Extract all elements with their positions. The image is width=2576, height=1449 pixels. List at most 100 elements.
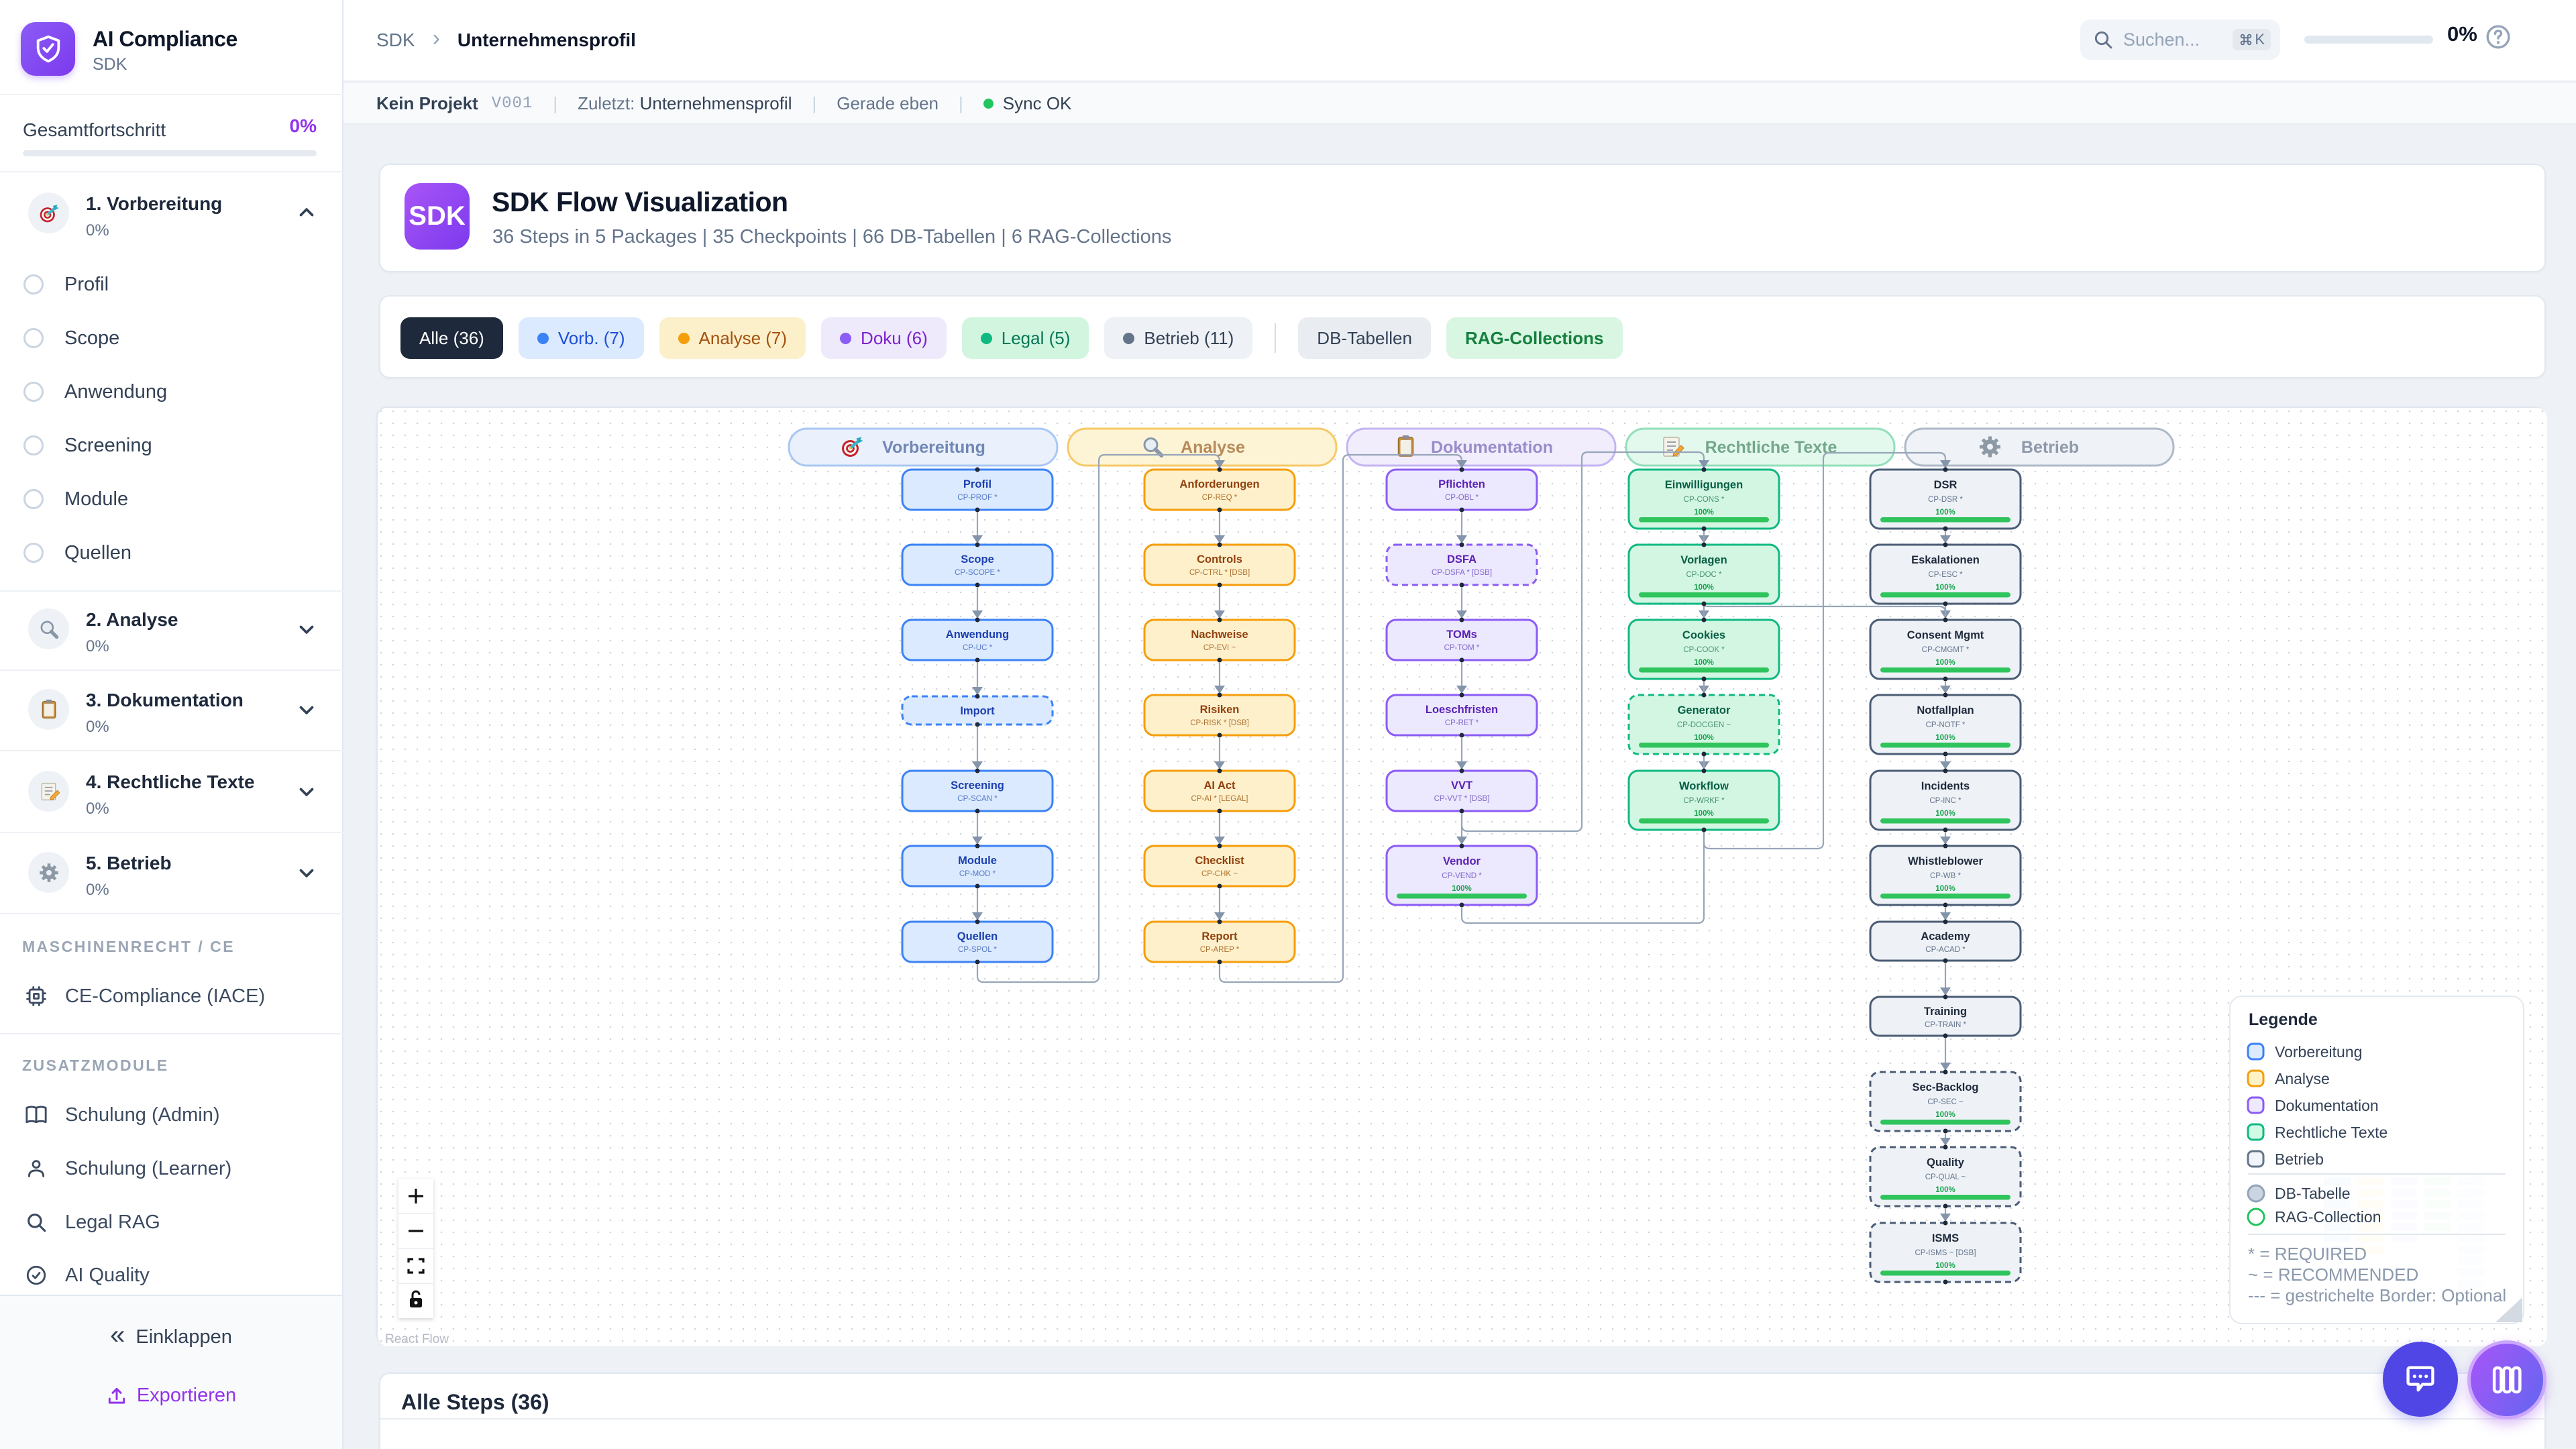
svg-text:100%: 100% [1935, 584, 1955, 592]
svg-text:CP-VVT * [DSB]: CP-VVT * [DSB] [1434, 795, 1490, 803]
svg-text:Dokumentation: Dokumentation [2275, 1097, 2379, 1114]
svg-text:Pflichten: Pflichten [1438, 478, 1485, 490]
svg-text:CP-SPOL *: CP-SPOL * [958, 946, 997, 954]
svg-text:Sec-Backlog: Sec-Backlog [1912, 1081, 1978, 1093]
svg-text:100%: 100% [1935, 508, 1955, 517]
svg-text:CP-TOM *: CP-TOM * [1444, 644, 1480, 652]
svg-text:100%: 100% [1694, 734, 1713, 742]
svg-text:CP-ESC *: CP-ESC * [1928, 571, 1963, 579]
svg-text:Betrieb: Betrieb [2021, 438, 2079, 457]
svg-text:Vorlagen: Vorlagen [1680, 554, 1727, 566]
svg-text:Anforderungen: Anforderungen [1179, 478, 1259, 490]
svg-text:100%: 100% [1935, 659, 1955, 667]
svg-text:Academy: Academy [1921, 930, 1970, 943]
svg-text:100%: 100% [1694, 584, 1713, 592]
svg-text:Cookies: Cookies [1682, 629, 1725, 641]
svg-text:Generator: Generator [1678, 704, 1731, 716]
svg-text:CP-REQ *: CP-REQ * [1202, 494, 1238, 502]
svg-text:CP-RISK * [DSB]: CP-RISK * [DSB] [1190, 719, 1249, 727]
svg-text:CP-ISMS ~ [DSB]: CP-ISMS ~ [DSB] [1915, 1249, 1976, 1257]
svg-text:CP-TRAIN *: CP-TRAIN * [1925, 1021, 1967, 1029]
svg-text:CP-COOK *: CP-COOK * [1683, 646, 1725, 654]
svg-text:~ = RECOMMENDED: ~ = RECOMMENDED [2248, 1265, 2418, 1285]
svg-text:CP-CTRL * [DSB]: CP-CTRL * [DSB] [1189, 569, 1250, 577]
svg-text:Analyse: Analyse [2275, 1070, 2330, 1087]
svg-text:100%: 100% [1694, 508, 1713, 517]
svg-text:React Flow: React Flow [385, 1332, 449, 1346]
svg-text:Import: Import [960, 705, 995, 717]
svg-text:CP-CHK ~: CP-CHK ~ [1201, 870, 1238, 878]
svg-text:Scope: Scope [961, 553, 994, 566]
svg-text:Rechtliche Texte: Rechtliche Texte [1705, 438, 1837, 457]
svg-text:Whistleblower: Whistleblower [1908, 855, 1983, 867]
svg-text:TOMs: TOMs [1446, 629, 1477, 641]
svg-text:Rechtliche Texte: Rechtliche Texte [2275, 1124, 2387, 1141]
svg-text:CP-SCOPE *: CP-SCOPE * [955, 569, 1000, 577]
svg-text:Nachweise: Nachweise [1191, 629, 1248, 641]
svg-text:100%: 100% [1935, 885, 1955, 893]
svg-text:VVT: VVT [1451, 780, 1472, 792]
svg-text:Notfallplan: Notfallplan [1917, 704, 1974, 716]
svg-text:Workflow: Workflow [1679, 780, 1729, 792]
svg-text:CP-OBL *: CP-OBL * [1445, 494, 1479, 502]
svg-text:RAG-Collection: RAG-Collection [2275, 1208, 2381, 1226]
svg-text:CP-CONS *: CP-CONS * [1684, 496, 1725, 504]
svg-text:CP-WB *: CP-WB * [1930, 872, 1962, 880]
svg-text:Incidents: Incidents [1921, 780, 1970, 792]
svg-text:Vendor: Vendor [1443, 855, 1481, 867]
svg-text:CP-VEND *: CP-VEND * [1442, 872, 1482, 880]
svg-text:DSFA: DSFA [1447, 553, 1477, 566]
svg-text:CP-DSFA * [DSB]: CP-DSFA * [DSB] [1432, 569, 1492, 577]
svg-text:ISMS: ISMS [1932, 1232, 1959, 1244]
svg-text:CP-MOD *: CP-MOD * [959, 870, 996, 878]
svg-text:CP-ACAD *: CP-ACAD * [1925, 946, 1966, 954]
svg-text:Controls: Controls [1197, 553, 1242, 566]
svg-text:Analyse: Analyse [1181, 438, 1245, 457]
svg-text:Vorbereitung: Vorbereitung [882, 438, 985, 457]
svg-text:CP-CMGMT *: CP-CMGMT * [1922, 646, 1970, 654]
svg-text:Profil: Profil [963, 478, 991, 490]
svg-text:CP-QUAL ~: CP-QUAL ~ [1925, 1173, 1966, 1181]
svg-text:CP-EVI ~: CP-EVI ~ [1203, 644, 1236, 652]
svg-text:Quality: Quality [1927, 1157, 1965, 1169]
svg-text:CP-RET *: CP-RET * [1445, 719, 1479, 727]
svg-text:Screening: Screening [951, 780, 1004, 792]
svg-text:DSR: DSR [1934, 479, 1957, 491]
svg-text:CP-DSR *: CP-DSR * [1928, 496, 1963, 504]
svg-text:Module: Module [958, 855, 997, 867]
svg-text:Legende: Legende [2249, 1010, 2318, 1029]
svg-text:Loeschfristen: Loeschfristen [1426, 704, 1498, 716]
svg-text:Einwilligungen: Einwilligungen [1665, 479, 1743, 491]
svg-text:CP-SEC ~: CP-SEC ~ [1927, 1098, 1964, 1106]
svg-text:Eskalationen: Eskalationen [1911, 554, 1980, 566]
svg-text:Quellen: Quellen [957, 930, 998, 943]
svg-text:Vorbereitung: Vorbereitung [2275, 1043, 2362, 1061]
svg-text:CP-DOC *: CP-DOC * [1686, 571, 1722, 579]
svg-text:100%: 100% [1935, 810, 1955, 818]
svg-text:Checklist: Checklist [1195, 855, 1244, 867]
svg-text:CP-PROF *: CP-PROF * [957, 494, 998, 502]
svg-text:100%: 100% [1935, 734, 1955, 742]
svg-text:CP-DOCGEN ~: CP-DOCGEN ~ [1677, 721, 1731, 729]
svg-text:CP-WRKF *: CP-WRKF * [1683, 797, 1725, 805]
svg-text:100%: 100% [1935, 1111, 1955, 1119]
svg-text:Report: Report [1201, 930, 1238, 943]
svg-text:CP-AREP *: CP-AREP * [1200, 946, 1240, 954]
svg-text:Betrieb: Betrieb [2275, 1150, 2324, 1168]
svg-text:100%: 100% [1694, 659, 1713, 667]
svg-text:CP-SCAN *: CP-SCAN * [957, 795, 998, 803]
svg-text:100%: 100% [1694, 810, 1713, 818]
svg-text:Consent Mgmt: Consent Mgmt [1907, 629, 1984, 641]
svg-text:Risiken: Risiken [1200, 704, 1240, 716]
svg-text:CP-AI * [LEGAL]: CP-AI * [LEGAL] [1191, 795, 1248, 803]
svg-text:100%: 100% [1935, 1186, 1955, 1194]
svg-text:CP-UC *: CP-UC * [963, 644, 993, 652]
svg-text:100%: 100% [1935, 1262, 1955, 1270]
svg-text:CP-INC *: CP-INC * [1929, 797, 1962, 805]
svg-text:100%: 100% [1452, 885, 1471, 893]
svg-text:--- = gestrichelte Border: Opt: --- = gestrichelte Border: Optional [2248, 1285, 2506, 1305]
svg-text:DB-Tabelle: DB-Tabelle [2275, 1185, 2351, 1202]
svg-text:AI Act: AI Act [1203, 780, 1236, 792]
svg-text:Anwendung: Anwendung [946, 629, 1009, 641]
svg-text:* = REQUIRED: * = REQUIRED [2248, 1244, 2367, 1264]
